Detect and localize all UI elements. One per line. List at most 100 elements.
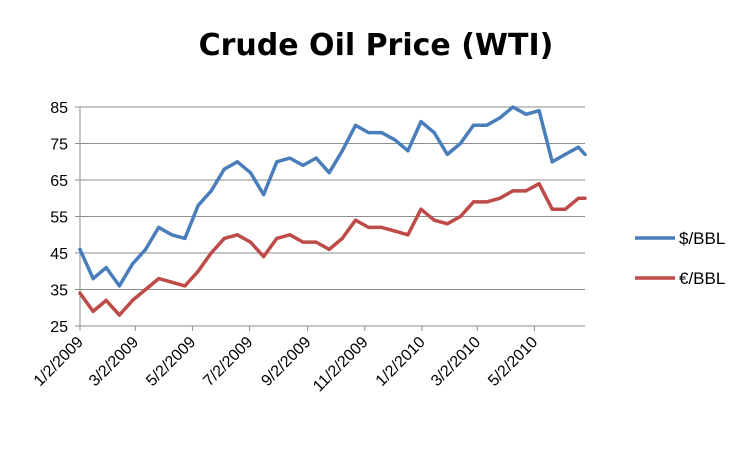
gridlines [80,106,585,290]
legend: $/BBL €/BBL [635,229,725,288]
data-point [432,218,436,222]
data-point [130,262,135,266]
data-point [117,284,121,288]
data-point [445,222,449,226]
data-point [78,247,82,251]
data-point [380,225,384,229]
data-point [91,309,95,313]
data-point [157,225,161,229]
data-point [367,225,371,229]
data-point [235,233,239,237]
data-point [393,229,397,233]
series-line-0 [78,105,587,288]
data-point [485,123,489,127]
data-point [183,284,187,288]
data-point [367,131,371,135]
legend-label-1: €/BBL [679,269,725,288]
data-point [458,141,462,146]
data-point [117,313,121,317]
data-point [262,255,266,259]
data-point [248,240,253,244]
data-point [393,138,397,142]
x-tick-label: 3/2/2009 [86,334,142,390]
data-point [327,247,331,251]
data-point [288,233,292,237]
data-point [406,149,410,153]
y-tick-label: 85 [50,100,68,117]
data-point [144,247,148,251]
data-point [340,149,344,153]
data-point [419,120,423,124]
data-point [104,266,108,270]
x-tick-label: 5/2/2009 [143,334,199,390]
data-point [235,160,239,164]
data-point [550,160,554,164]
x-axis: 1/2/2009 3/2/2009 5/2/2009 7/2/2009 9/2/2009… [31,325,585,396]
plot-area [78,105,587,317]
data-point [144,287,148,292]
data-point [196,269,200,273]
data-point [327,171,331,175]
y-tick-label: 55 [50,210,68,227]
data-point [301,163,305,167]
data-point [183,236,187,240]
data-point [576,196,581,200]
data-point [471,200,476,204]
data-point [301,240,305,244]
data-point [511,189,515,193]
data-point [471,123,476,127]
data-point [248,171,253,175]
data-point [432,131,436,135]
data-point [104,298,108,302]
data-point [380,131,384,135]
data-point [209,251,213,255]
y-tick-label: 45 [50,246,68,263]
data-point [170,233,174,237]
y-tick-label: 25 [50,319,68,336]
data-point [288,156,292,160]
data-point [524,112,528,116]
series-line-1 [78,181,587,317]
legend-label-0: $/BBL [679,229,725,248]
data-point [537,182,541,186]
data-point [130,298,135,302]
data-point [576,145,581,149]
chart-title: Crude Oil Price (WTI) [199,28,554,63]
data-point [157,277,161,281]
data-point [78,291,82,295]
data-point [419,207,423,211]
data-point [314,156,318,160]
x-tick-label: 5/2/2010 [485,334,541,390]
data-point [458,214,462,219]
data-point [170,280,174,284]
data-point [445,152,449,156]
data-point [498,116,502,120]
x-tick-label: 3/2/2010 [428,334,484,390]
y-tick-label: 75 [50,137,68,154]
data-point [353,218,358,222]
y-tick-label: 65 [50,173,68,190]
data-point [563,207,567,211]
x-tick-label: 1/2/2009 [31,334,87,390]
x-tick-label: 11/2/2009 [310,334,372,396]
data-point [340,236,344,240]
x-tick-label: 7/2/2009 [200,334,256,390]
data-point [91,277,95,281]
data-point [583,196,587,200]
data-point [196,204,200,208]
data-point [485,200,489,204]
data-point [537,109,541,113]
data-point [563,152,567,156]
y-tick-label: 35 [50,283,68,300]
data-point [222,236,226,240]
data-point [314,240,318,244]
data-point [511,105,515,109]
data-point [275,236,279,240]
data-point [222,167,226,171]
data-point [275,160,279,164]
data-point [583,152,587,156]
x-tick-label: 9/2/2009 [258,334,314,390]
data-point [209,189,213,193]
data-point [524,189,528,193]
